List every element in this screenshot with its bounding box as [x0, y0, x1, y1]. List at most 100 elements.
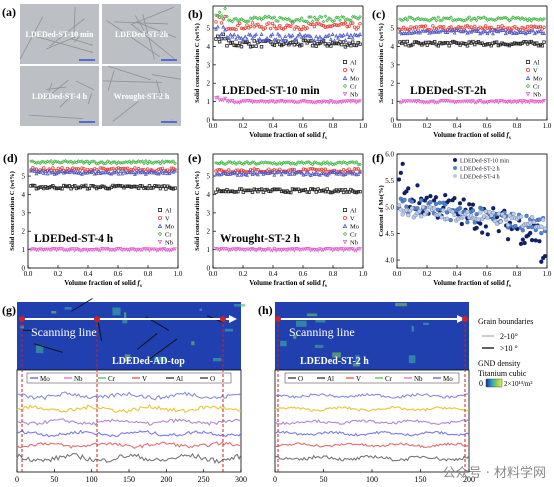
legend-label: Mo	[443, 375, 453, 383]
data-point	[481, 214, 487, 219]
data-point	[263, 37, 268, 42]
data-point	[429, 99, 433, 104]
data-point	[419, 198, 424, 203]
data-point	[406, 213, 411, 218]
series-LDEDed-ST-4 h	[396, 203, 548, 231]
data-point	[323, 42, 328, 46]
data-point	[540, 100, 545, 104]
data-point	[105, 159, 110, 164]
data-point	[65, 184, 70, 189]
data-point	[232, 43, 236, 47]
data-point	[317, 172, 322, 177]
data-point	[339, 171, 344, 176]
data-point	[292, 43, 297, 47]
data-point	[535, 41, 539, 45]
y-tick-label: 0	[207, 117, 211, 125]
data-point	[338, 32, 342, 37]
data-point	[450, 27, 455, 32]
data-point	[268, 99, 273, 104]
data-point	[278, 187, 282, 192]
data-point	[460, 41, 464, 45]
data-point	[481, 15, 486, 20]
data-point	[223, 171, 228, 176]
data-point	[471, 39, 475, 44]
grain-line	[45, 35, 78, 50]
y-tick-label: 5	[22, 173, 26, 181]
y-tick-label: 0	[207, 265, 211, 273]
x-tick-label: 0.8	[329, 122, 338, 130]
data-point	[256, 22, 260, 27]
data-point	[516, 99, 521, 104]
series-Al	[214, 32, 362, 49]
data-point	[334, 171, 339, 176]
data-point	[347, 41, 351, 46]
data-point	[287, 42, 291, 47]
profile-line	[274, 392, 470, 399]
x-tick-label: 0.8	[513, 122, 522, 130]
data-point	[309, 39, 313, 43]
data-point	[215, 95, 220, 100]
data-point	[243, 26, 247, 30]
data-point	[358, 42, 362, 46]
data-point	[414, 40, 419, 44]
y-tick-label: 1	[22, 246, 26, 254]
data-point	[405, 99, 410, 104]
data-point	[452, 30, 457, 35]
data-point	[283, 26, 287, 30]
data-point	[449, 99, 453, 104]
y-axis-label: Solid concentration C (wt%)	[194, 171, 201, 251]
data-point	[257, 36, 262, 41]
data-point	[272, 24, 277, 28]
data-point	[167, 185, 172, 190]
data-point	[539, 231, 544, 236]
data-point	[454, 41, 459, 45]
data-point	[254, 15, 258, 20]
data-point	[416, 16, 421, 20]
map-speckle	[154, 356, 166, 362]
data-point	[36, 160, 41, 165]
data-point	[423, 100, 428, 105]
data-point	[259, 160, 264, 165]
data-point	[343, 21, 348, 25]
legend-marker	[525, 83, 531, 89]
data-point	[241, 170, 246, 175]
data-point	[460, 18, 464, 22]
data-point	[305, 26, 309, 30]
data-point	[402, 197, 407, 202]
grain-boundary	[148, 338, 178, 360]
data-point	[263, 170, 268, 175]
data-point	[41, 171, 46, 176]
data-point	[329, 24, 333, 28]
data-point	[316, 171, 321, 176]
data-point	[476, 99, 481, 104]
data-point	[316, 168, 320, 172]
data-point	[267, 167, 271, 172]
data-point	[509, 215, 514, 221]
data-point	[351, 21, 355, 25]
data-point	[358, 247, 362, 252]
legend-marker	[342, 83, 348, 89]
data-point	[223, 6, 227, 11]
data-point	[263, 14, 268, 19]
map-speckle	[35, 345, 44, 354]
tile-label: LDEDed-ST-2h	[115, 30, 169, 39]
data-point	[319, 248, 324, 253]
data-point	[287, 168, 291, 172]
data-point	[270, 170, 275, 174]
legend-label: O	[298, 375, 303, 383]
data-point	[74, 160, 79, 165]
data-point	[354, 160, 359, 164]
guide-dot	[220, 316, 226, 322]
data-point	[100, 184, 104, 188]
data-point	[494, 40, 499, 44]
data-point	[235, 33, 240, 38]
data-point	[67, 170, 72, 175]
map-speckle	[408, 355, 416, 364]
data-point	[485, 215, 490, 220]
data-point	[54, 186, 59, 191]
data-point	[399, 100, 404, 105]
legend-label: V	[165, 216, 170, 223]
scanning-line-label: Scanning line	[31, 325, 97, 339]
data-point	[316, 42, 320, 46]
data-point	[334, 33, 339, 38]
